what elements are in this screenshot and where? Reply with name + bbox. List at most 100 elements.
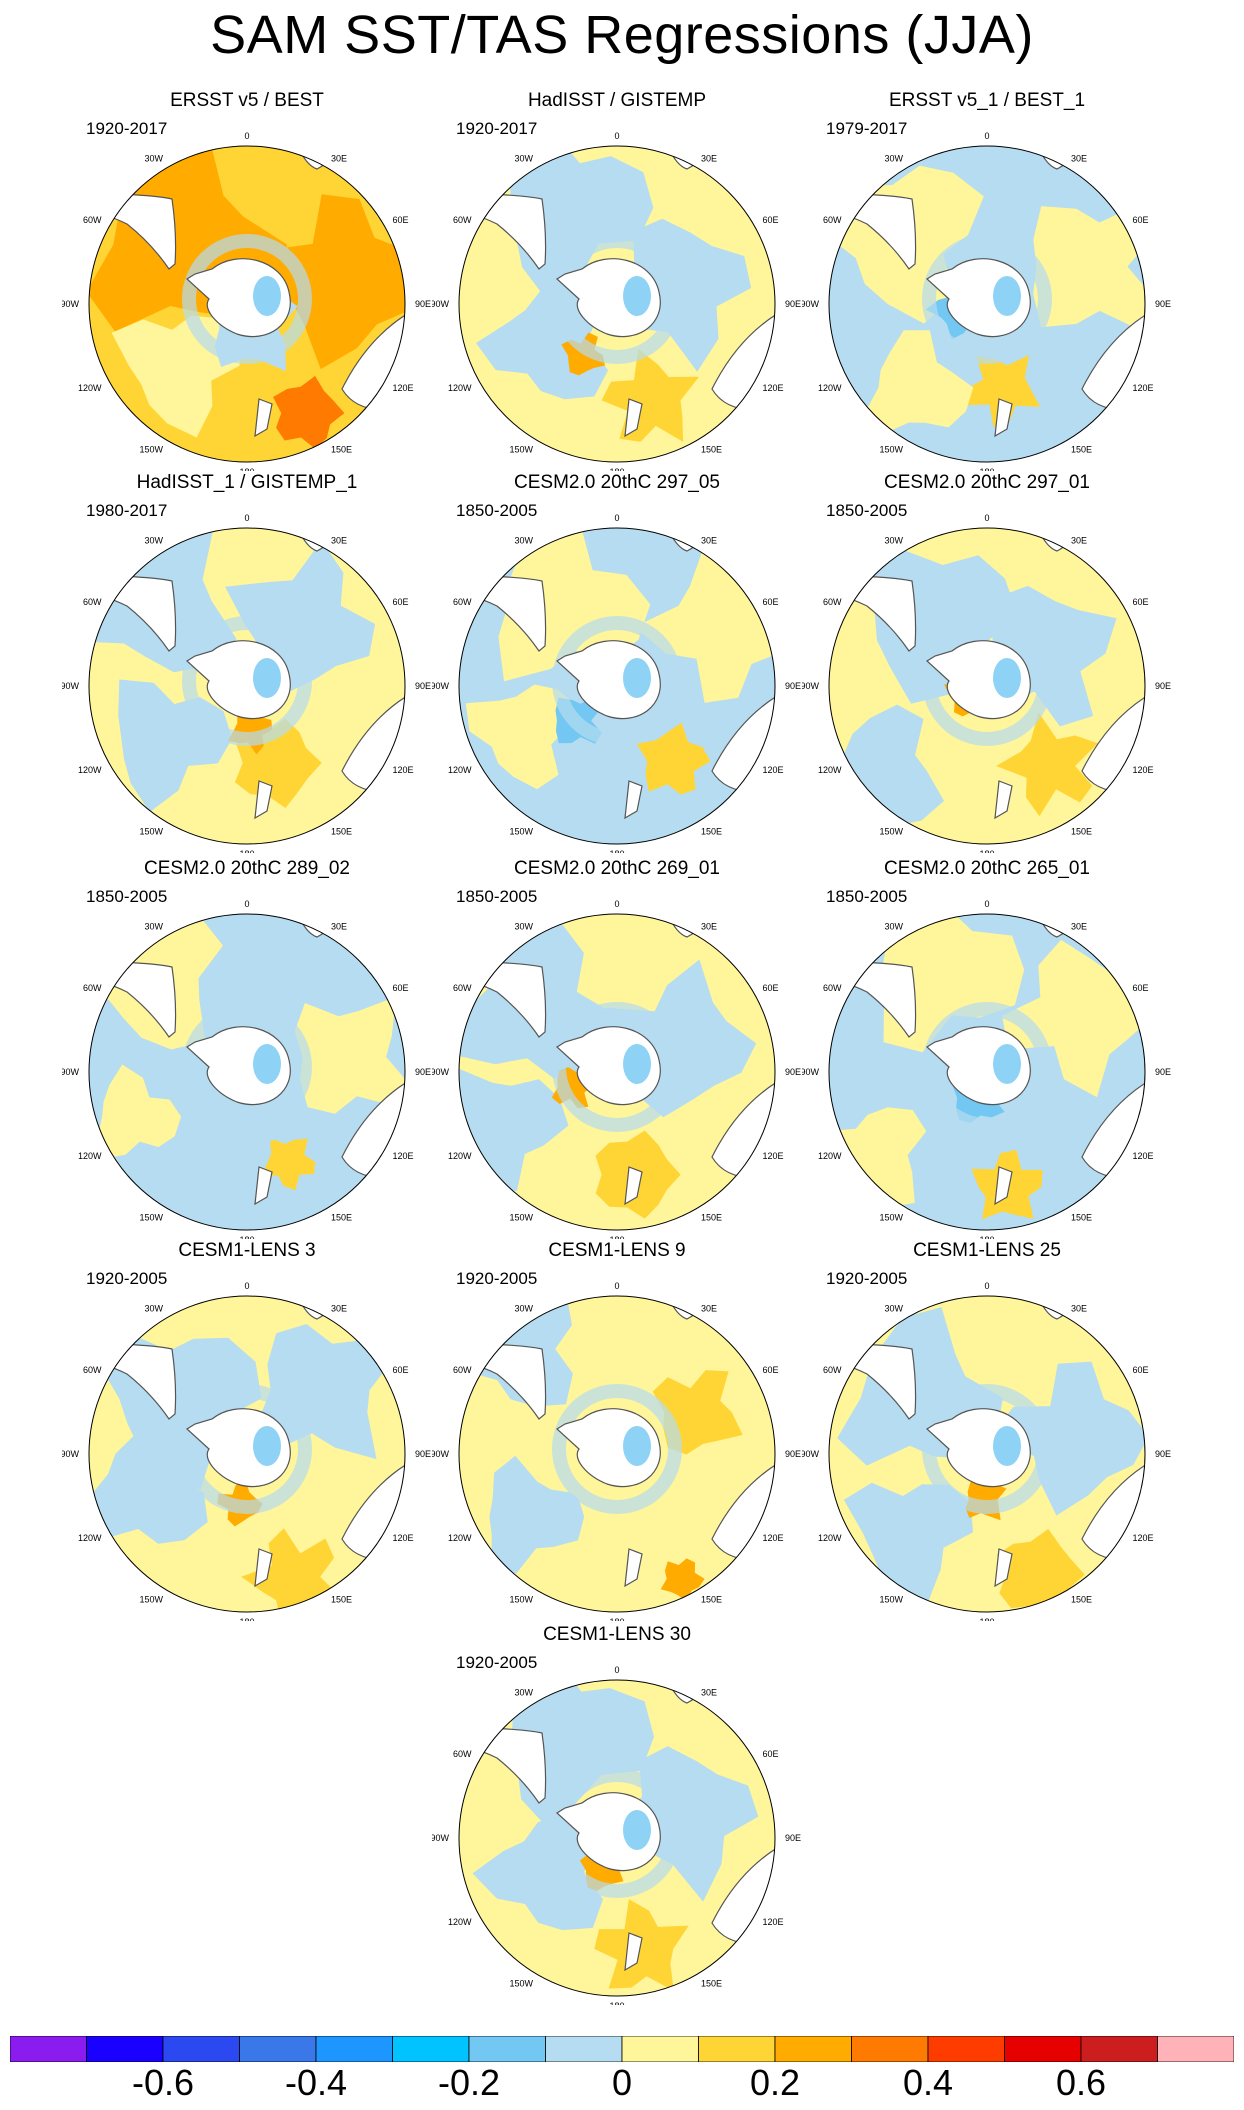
anomaly-region	[243, 194, 405, 370]
new-zealand-land	[624, 780, 643, 820]
longitude-label: 60W	[823, 983, 842, 993]
longitude-label: 150E	[331, 1595, 352, 1605]
longitude-label: 60E	[393, 983, 409, 993]
longitude-label: 90W	[62, 1067, 79, 1077]
anomaly-region	[967, 355, 1041, 427]
new-zealand-land	[624, 1932, 643, 1972]
longitude-label: 120E	[763, 1151, 784, 1161]
longitude-label: 60W	[823, 1365, 842, 1375]
map-boundary	[458, 527, 776, 845]
longitude-label: 150E	[701, 445, 722, 455]
longitude-label: 90W	[432, 299, 449, 309]
longitude-label: 120W	[78, 1151, 102, 1161]
longitude-label: 180	[239, 849, 254, 853]
longitude-label: 0	[244, 1281, 249, 1291]
longitude-label: 120E	[763, 1917, 784, 1927]
longitude-label: 180	[239, 1235, 254, 1239]
panel-title: HadISST / GISTEMP	[527, 90, 707, 111]
panel-period: 1850-2005	[456, 887, 538, 906]
map-boundary	[88, 145, 406, 463]
panel-title: ERSST v5_1 / BEST_1	[888, 90, 1086, 111]
panel-title: CESM1-LENS 25	[913, 1240, 1061, 1261]
anomaly-region	[601, 348, 700, 442]
longitude-label: 60E	[393, 597, 409, 607]
colorbar-tick-label: -0.4	[284, 2062, 348, 2103]
longitude-label: 60W	[83, 597, 102, 607]
anomaly-region	[273, 375, 345, 449]
longitude-label: 0	[984, 513, 989, 523]
colorbar-tick-label: 0.4	[902, 2062, 954, 2103]
longitude-label: 90E	[785, 1833, 801, 1843]
longitude-label: 30E	[701, 1304, 717, 1314]
map-panel: CESM2.0 20thC 297_05 1850-2005 0 30E 60E 90E 1…	[432, 472, 802, 857]
longitude-label: 150W	[879, 1595, 903, 1605]
longitude-label: 120W	[78, 765, 102, 775]
panel-title: CESM1-LENS 3	[178, 1240, 316, 1261]
longitude-label: 180	[239, 1617, 254, 1621]
panel-title: ERSST v5 / BEST	[170, 90, 324, 111]
longitude-label: 120E	[393, 383, 414, 393]
map-panel: ERSST v5 / BEST 1920-2017 0 30E 60E 90E 120E 15…	[62, 90, 432, 475]
longitude-label: 90E	[1155, 681, 1171, 691]
longitude-label: 60E	[763, 1749, 779, 1759]
longitude-label: 120W	[448, 765, 472, 775]
new-zealand-land	[994, 1166, 1013, 1206]
longitude-label: 30E	[701, 1688, 717, 1698]
ice-anomaly	[623, 658, 651, 698]
longitude-label: 60E	[763, 983, 779, 993]
anomaly-region	[996, 712, 1098, 817]
panel-period: 1850-2005	[826, 501, 908, 520]
anomaly-region	[634, 547, 775, 703]
anomaly-region	[636, 722, 711, 795]
longitude-label: 150W	[139, 1595, 163, 1605]
circumpolar-band	[552, 616, 682, 746]
longitude-label: 120E	[1133, 383, 1154, 393]
australia-land	[711, 1081, 775, 1179]
polar-map: 0 30E 60E 90E 120E 150E 180 150W 120W 90W 60W 30W	[62, 513, 431, 853]
longitude-label: 120W	[448, 1533, 472, 1543]
longitude-label: 60W	[453, 1749, 472, 1759]
longitude-label: 90E	[785, 1449, 801, 1459]
map-boundary	[88, 527, 406, 845]
anomaly-region	[472, 1814, 603, 1931]
figure-title: SAM SST/TAS Regressions (JJA)	[210, 5, 1034, 65]
ice-anomaly	[623, 1044, 651, 1084]
longitude-label: 60E	[393, 1365, 409, 1375]
polar-map: 0 30E 60E 90E 120E 150E 180 150W 120W 90W 60W 30W	[62, 899, 431, 1239]
longitude-label: 90W	[432, 1833, 449, 1843]
longitude-label: 90E	[415, 1067, 431, 1077]
longitude-label: 30W	[884, 536, 903, 546]
ice-anomaly	[253, 1044, 281, 1084]
longitude-label: 150E	[331, 827, 352, 837]
longitude-label: 180	[979, 1617, 994, 1621]
new-zealand-land	[254, 398, 273, 438]
map-panel: ERSST v5_1 / BEST_1 1979-2017 0 30E 60E 90E 12…	[802, 90, 1172, 475]
colorbar-tick-label: 0.2	[749, 2062, 801, 2103]
longitude-label: 30W	[514, 1304, 533, 1314]
anomaly-region	[261, 1137, 316, 1191]
longitude-label: 120W	[448, 383, 472, 393]
colorbar-swatch	[545, 2036, 623, 2062]
circumpolar-band	[922, 1002, 1052, 1132]
longitude-label: 60E	[1133, 1365, 1149, 1375]
panel-period: 1920-2017	[86, 119, 168, 138]
longitude-label: 30E	[1071, 154, 1087, 164]
map-boundary	[828, 145, 1146, 463]
ice-anomaly	[993, 1044, 1021, 1084]
longitude-label: 30E	[701, 922, 717, 932]
panel-period: 1920-2005	[86, 1269, 168, 1288]
map-panel: HadISST_1 / GISTEMP_1 1980-2017 0 30E 60E 90E…	[62, 472, 432, 857]
longitude-label: 30W	[144, 922, 163, 932]
longitude-label: 150W	[879, 827, 903, 837]
longitude-label: 120W	[448, 1917, 472, 1927]
longitude-label: 180	[609, 2001, 624, 2005]
anomaly-region	[489, 1455, 585, 1574]
anomaly-region	[660, 1558, 705, 1602]
longitude-label: 0	[244, 899, 249, 909]
longitude-label: 30W	[514, 1688, 533, 1698]
longitude-label: 0	[244, 131, 249, 141]
longitude-label: 0	[614, 1281, 619, 1291]
colorbar-swatch	[774, 2036, 852, 2062]
circumpolar-band	[922, 616, 1052, 746]
australia-land	[1081, 1463, 1145, 1561]
